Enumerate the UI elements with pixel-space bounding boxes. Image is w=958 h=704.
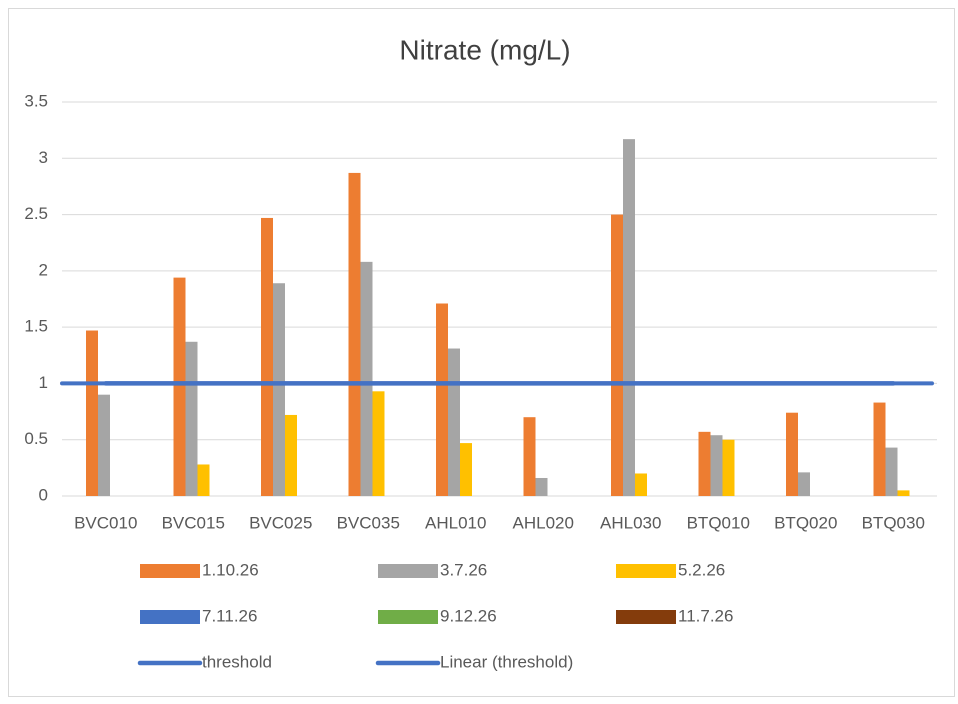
bar <box>261 217 273 496</box>
y-tick-label: 3.5 <box>24 91 48 110</box>
bar <box>360 261 373 496</box>
legend-label: 1.10.26 <box>202 560 259 579</box>
legend-label: threshold <box>202 652 272 671</box>
bar <box>98 394 110 496</box>
bar <box>523 417 536 496</box>
y-tick-label: 0.5 <box>24 429 48 448</box>
legend-swatch <box>378 564 438 578</box>
y-tick-label: 1 <box>39 373 48 392</box>
bar <box>185 341 198 496</box>
x-tick-label: BTQ020 <box>774 513 837 532</box>
bar <box>436 303 448 496</box>
bar <box>197 464 210 496</box>
bar <box>348 172 361 497</box>
bar <box>897 490 910 496</box>
legend-label: 7.11.26 <box>202 606 257 625</box>
bar <box>535 477 548 496</box>
bar <box>722 439 735 496</box>
legend-swatch <box>140 610 200 624</box>
y-tick-label: 3 <box>39 148 48 167</box>
legend-label: 5.2.26 <box>678 560 725 579</box>
y-tick-label: 1.5 <box>24 317 48 336</box>
bar <box>273 283 285 496</box>
bar <box>786 412 798 496</box>
legend-swatch <box>140 564 200 578</box>
bar <box>611 214 623 497</box>
bar <box>448 348 460 496</box>
bar <box>710 435 723 496</box>
x-tick-label: BTQ030 <box>862 513 925 532</box>
y-tick-label: 2.5 <box>24 204 48 223</box>
bar <box>698 431 711 496</box>
bar <box>86 330 98 496</box>
bar <box>873 402 886 496</box>
legend-label: 3.7.26 <box>440 560 487 579</box>
legend-label: 11.7.26 <box>678 606 733 625</box>
bar <box>635 473 647 496</box>
x-tick-label: BVC015 <box>162 513 225 532</box>
y-tick-label: 2 <box>39 260 48 279</box>
legend-label: 9.12.26 <box>440 606 497 625</box>
bar <box>623 139 635 497</box>
x-tick-label: AHL020 <box>513 513 574 532</box>
legend-swatch <box>616 564 676 578</box>
x-tick-label: BTQ010 <box>687 513 750 532</box>
bar <box>885 447 898 496</box>
x-tick-label: BVC025 <box>249 513 312 532</box>
x-tick-label: AHL010 <box>425 513 486 532</box>
legend-label: Linear (threshold) <box>440 652 573 671</box>
bar <box>460 443 472 496</box>
bar <box>285 414 297 496</box>
bar <box>798 472 810 496</box>
bar <box>173 277 186 496</box>
bar <box>372 391 385 496</box>
legend-swatch <box>378 610 438 624</box>
x-tick-label: BVC010 <box>74 513 137 532</box>
chart-title: Nitrate (mg/L) <box>399 34 570 65</box>
y-tick-label: 0 <box>39 485 48 504</box>
chart-frame <box>8 8 955 697</box>
x-tick-label: BVC035 <box>337 513 400 532</box>
legend-swatch <box>616 610 676 624</box>
x-tick-label: AHL030 <box>600 513 661 532</box>
